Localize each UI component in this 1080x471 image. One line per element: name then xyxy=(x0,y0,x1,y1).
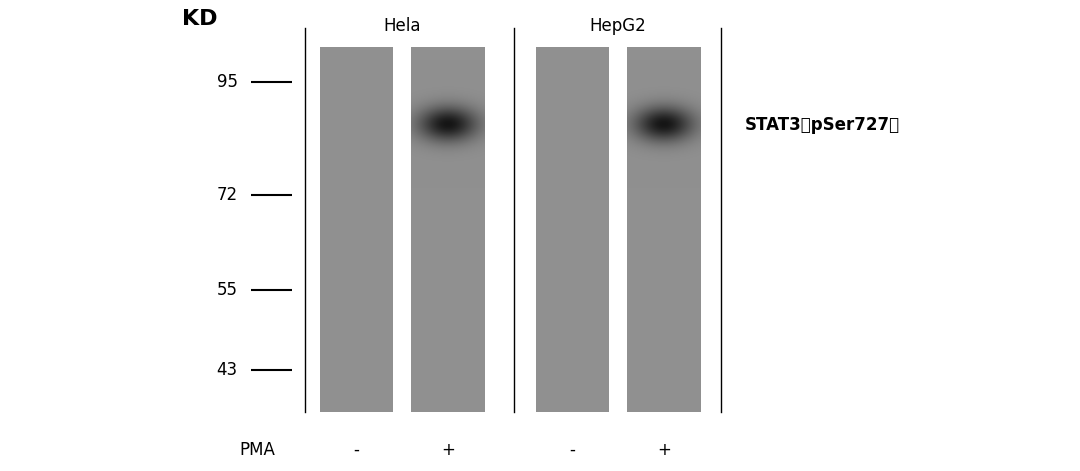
Text: Hela: Hela xyxy=(383,17,420,35)
Text: 55: 55 xyxy=(217,281,238,299)
Text: 72: 72 xyxy=(216,187,238,204)
Text: -: - xyxy=(353,441,360,459)
Text: 43: 43 xyxy=(216,361,238,379)
Text: +: + xyxy=(442,441,455,459)
Text: +: + xyxy=(658,441,671,459)
Text: KD: KD xyxy=(183,9,217,29)
Text: PMA: PMA xyxy=(240,441,275,459)
Text: 95: 95 xyxy=(217,73,238,91)
Bar xyxy=(627,47,701,412)
Text: HepG2: HepG2 xyxy=(590,17,646,35)
Text: -: - xyxy=(569,441,576,459)
Bar xyxy=(536,47,609,412)
Bar xyxy=(411,47,485,412)
Bar xyxy=(320,47,393,412)
Text: STAT3（pSer727）: STAT3（pSer727） xyxy=(745,116,901,134)
